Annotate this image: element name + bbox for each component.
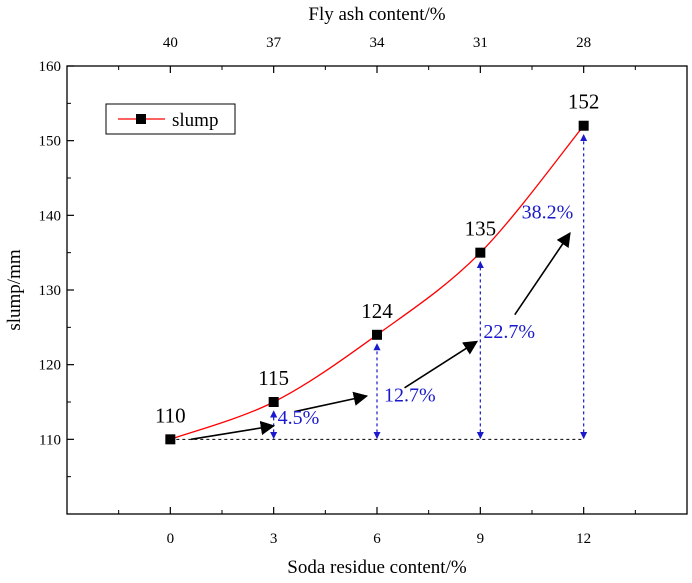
increase-percent-label: 22.7% [483,321,535,343]
data-value-label: 135 [465,217,497,241]
x2-tick-label: 37 [266,35,282,51]
x-tick-label: 3 [270,531,278,547]
x2-tick-label: 28 [576,35,591,51]
x-tick-label: 0 [167,531,175,547]
data-point-marker [268,397,279,407]
data-point-marker [475,247,486,258]
axes: 0 40 3 37 6 34 9 31 12 28 110 120 130 140 150 160 [39,35,636,547]
data-value-label: 152 [568,90,600,114]
legend: slump [105,103,236,135]
trend-arrow [294,391,369,413]
x2-tick-label: 34 [370,35,386,51]
trend-arrow [514,232,571,316]
y-tick-label: 160 [39,59,62,75]
y-tick-label: 130 [39,283,62,299]
data-value-label: 124 [361,299,393,323]
x-axis-label: Soda residue content/% [287,557,467,578]
y-tick-label: 110 [39,432,61,448]
x-tick-label: 6 [373,531,381,547]
annotations: 4.5% 12.7% 22.7% 38.2% [170,134,588,441]
y-tick-label: 150 [39,134,62,150]
trend-arrow [404,340,479,389]
y-tick-label: 140 [39,208,62,224]
x-tick-label: 9 [477,531,485,547]
data-point-marker [165,434,176,445]
data-point-marker [578,120,589,131]
trend-arrow [190,420,276,441]
increase-percent-label: 12.7% [384,385,436,407]
x2-axis-label: Fly ash content/% [308,4,445,25]
y-tick-label: 120 [39,358,62,374]
y-axis-label: slump/mm [4,249,25,331]
data-value-label: 110 [155,403,186,427]
legend-label: slump [172,110,218,131]
series: 110 115 124 135 152 [155,90,599,445]
data-value-label: 115 [258,366,289,390]
x2-tick-label: 40 [163,35,178,51]
x2-tick-label: 31 [473,35,488,51]
axis-labels: Soda residue content/% Fly ash content/% s… [4,4,467,578]
x-tick-label: 12 [576,531,591,547]
increase-percent-label: 4.5% [278,407,320,429]
slump-line [170,125,585,440]
data-point-marker [372,329,382,340]
legend-marker [136,114,146,124]
increase-percent-label: 38.2% [522,202,574,224]
